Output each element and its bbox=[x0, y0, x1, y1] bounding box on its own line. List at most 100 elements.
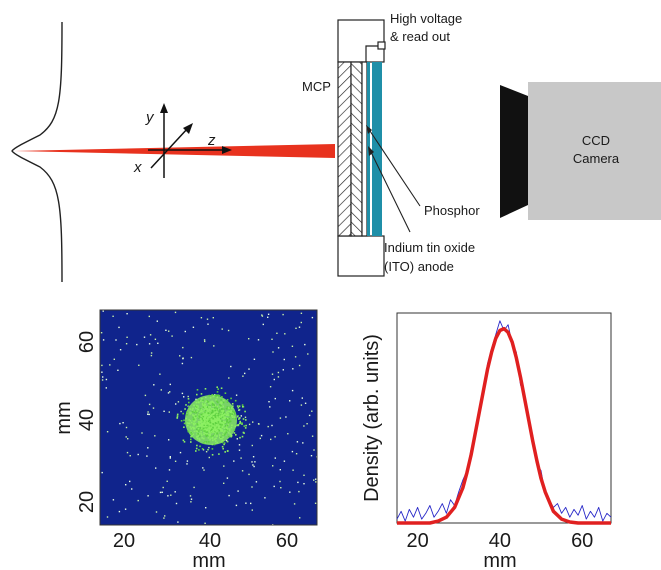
atom-hit bbox=[196, 424, 199, 426]
atom-hit bbox=[217, 418, 219, 421]
atom-hit bbox=[209, 409, 211, 411]
atom-hit bbox=[221, 425, 223, 428]
atom-hit bbox=[232, 410, 234, 413]
atom-hit bbox=[216, 413, 218, 416]
atom-hit bbox=[187, 424, 189, 427]
atom-hit bbox=[193, 414, 196, 417]
noise-dot bbox=[240, 415, 242, 417]
atom-hit bbox=[213, 438, 216, 441]
noise-dot bbox=[314, 502, 317, 504]
atom-hit bbox=[197, 405, 199, 407]
atom-hit bbox=[191, 421, 193, 424]
atom-hit bbox=[215, 410, 218, 413]
atom-hit bbox=[220, 399, 222, 401]
coordinate-axes: y z x bbox=[133, 103, 232, 178]
atom-hit bbox=[214, 394, 216, 396]
atom-hit bbox=[209, 412, 211, 414]
x-axis bbox=[150, 127, 189, 169]
noise-dot bbox=[163, 410, 165, 412]
detector-housing-top bbox=[337, 19, 385, 63]
ito-label-line2: (ITO) anode bbox=[384, 259, 454, 274]
atom-hit bbox=[222, 422, 225, 425]
atom-hit bbox=[225, 426, 228, 428]
atom-hit bbox=[225, 411, 228, 413]
noise-dot bbox=[159, 491, 162, 494]
atom-hit bbox=[202, 405, 205, 407]
atom-hit bbox=[203, 433, 205, 436]
atom-hit bbox=[210, 430, 212, 433]
atom-hit bbox=[224, 451, 226, 453]
atom-hit bbox=[213, 423, 216, 425]
atom-hit bbox=[225, 418, 228, 420]
atom-hit bbox=[222, 423, 225, 426]
atom-hit bbox=[200, 408, 203, 411]
atom-hit bbox=[211, 421, 213, 423]
noise-dot bbox=[136, 343, 138, 346]
atom-hit bbox=[176, 413, 179, 416]
noise-dot bbox=[164, 515, 166, 517]
atom-hit bbox=[198, 413, 201, 415]
noise-dot bbox=[274, 397, 276, 400]
noise-dot bbox=[187, 395, 189, 398]
noise-dot bbox=[129, 455, 131, 457]
atom-hit bbox=[219, 437, 222, 440]
atom-hit bbox=[216, 435, 218, 437]
atom-hit bbox=[234, 425, 237, 428]
atom-hit bbox=[210, 424, 213, 426]
atom-hit bbox=[218, 420, 221, 423]
noise-dot bbox=[295, 327, 297, 329]
atom-hit bbox=[203, 437, 205, 440]
atom-hit bbox=[227, 421, 230, 424]
atom-hit bbox=[189, 426, 192, 428]
noise-dot bbox=[228, 494, 230, 497]
atom-hit bbox=[214, 410, 217, 413]
atom-hit bbox=[198, 439, 201, 441]
noise-dot bbox=[261, 315, 264, 317]
atom-hit bbox=[197, 406, 199, 408]
noise-dot bbox=[190, 498, 193, 500]
atom-hit bbox=[221, 408, 223, 411]
noise-dot bbox=[147, 411, 149, 413]
atom-hit bbox=[222, 431, 225, 434]
noise-dot bbox=[298, 364, 301, 367]
noise-dot bbox=[159, 373, 161, 375]
atom-hit bbox=[196, 425, 199, 428]
atom-hit bbox=[204, 423, 207, 426]
atom-hit bbox=[229, 414, 231, 417]
atom-hit bbox=[210, 413, 212, 415]
atom-hit bbox=[221, 424, 223, 426]
atom-hit bbox=[222, 447, 224, 450]
atom-hit bbox=[218, 427, 220, 429]
atom-hit bbox=[220, 387, 223, 389]
atom-hit bbox=[211, 448, 214, 450]
atom-hit bbox=[230, 397, 232, 400]
atom-hit bbox=[210, 414, 213, 417]
atom-hit bbox=[214, 413, 216, 415]
atom-hit bbox=[212, 404, 215, 406]
atom-hit bbox=[215, 406, 218, 408]
atom-hit bbox=[209, 397, 212, 399]
noise-dot bbox=[186, 463, 188, 465]
noise-dot bbox=[190, 356, 193, 359]
atom-hit bbox=[213, 412, 215, 414]
atom-hit bbox=[204, 413, 207, 415]
atom-hit bbox=[211, 394, 214, 396]
noise-dot bbox=[282, 369, 284, 371]
atom-hit bbox=[196, 393, 198, 396]
atom-hit bbox=[210, 418, 213, 420]
atom-hit bbox=[224, 425, 227, 427]
atom-hit bbox=[192, 416, 195, 419]
noise-dot bbox=[313, 479, 315, 481]
atom-hit bbox=[206, 408, 208, 410]
atom-hit bbox=[210, 415, 212, 418]
image-y-axis-label: mm bbox=[53, 401, 75, 434]
atom-hit bbox=[195, 430, 198, 432]
noise-dot bbox=[186, 460, 189, 462]
noise-dot bbox=[276, 332, 278, 334]
noise-dot bbox=[147, 447, 149, 449]
atom-hit bbox=[208, 404, 211, 406]
atom-hit bbox=[186, 411, 188, 414]
atom-hit bbox=[216, 396, 218, 399]
